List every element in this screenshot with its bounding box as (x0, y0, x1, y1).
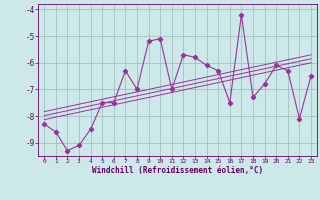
X-axis label: Windchill (Refroidissement éolien,°C): Windchill (Refroidissement éolien,°C) (92, 166, 263, 175)
